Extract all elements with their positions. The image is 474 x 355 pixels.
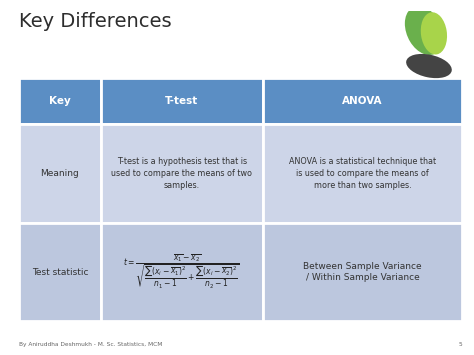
Text: T-test is a hypothesis test that is
used to compare the means of two
samples.: T-test is a hypothesis test that is used… bbox=[111, 157, 252, 190]
Bar bbox=[19, 223, 101, 321]
Text: Test statistic: Test statistic bbox=[32, 268, 88, 277]
Bar bbox=[19, 124, 101, 223]
Bar bbox=[263, 78, 462, 124]
Text: $t = \dfrac{\overline{x_{1}} - \overline{x_{2}}}{\sqrt{\dfrac{\sum(x_i-\overline: $t = \dfrac{\overline{x_{1}} - \overline… bbox=[123, 252, 240, 291]
Bar bbox=[19, 78, 101, 124]
Text: Key Differences: Key Differences bbox=[19, 12, 172, 32]
Ellipse shape bbox=[405, 6, 443, 55]
Text: T-test: T-test bbox=[165, 96, 199, 106]
Text: ANOVA: ANOVA bbox=[342, 96, 383, 106]
Text: 5: 5 bbox=[458, 342, 462, 347]
Bar bbox=[101, 78, 263, 124]
Bar bbox=[101, 223, 263, 321]
Text: Key: Key bbox=[49, 96, 71, 106]
Text: Meaning: Meaning bbox=[41, 169, 79, 178]
Bar bbox=[263, 124, 462, 223]
Bar bbox=[263, 223, 462, 321]
Ellipse shape bbox=[421, 12, 447, 55]
Bar bbox=[101, 124, 263, 223]
Text: By Aniruddha Deshmukh - M. Sc. Statistics, MCM: By Aniruddha Deshmukh - M. Sc. Statistic… bbox=[19, 342, 162, 347]
Ellipse shape bbox=[406, 54, 452, 78]
Text: Between Sample Variance
/ Within Sample Variance: Between Sample Variance / Within Sample … bbox=[303, 262, 422, 283]
Text: ANOVA is a statistical technique that
is used to compare the means of
more than : ANOVA is a statistical technique that is… bbox=[289, 157, 436, 190]
